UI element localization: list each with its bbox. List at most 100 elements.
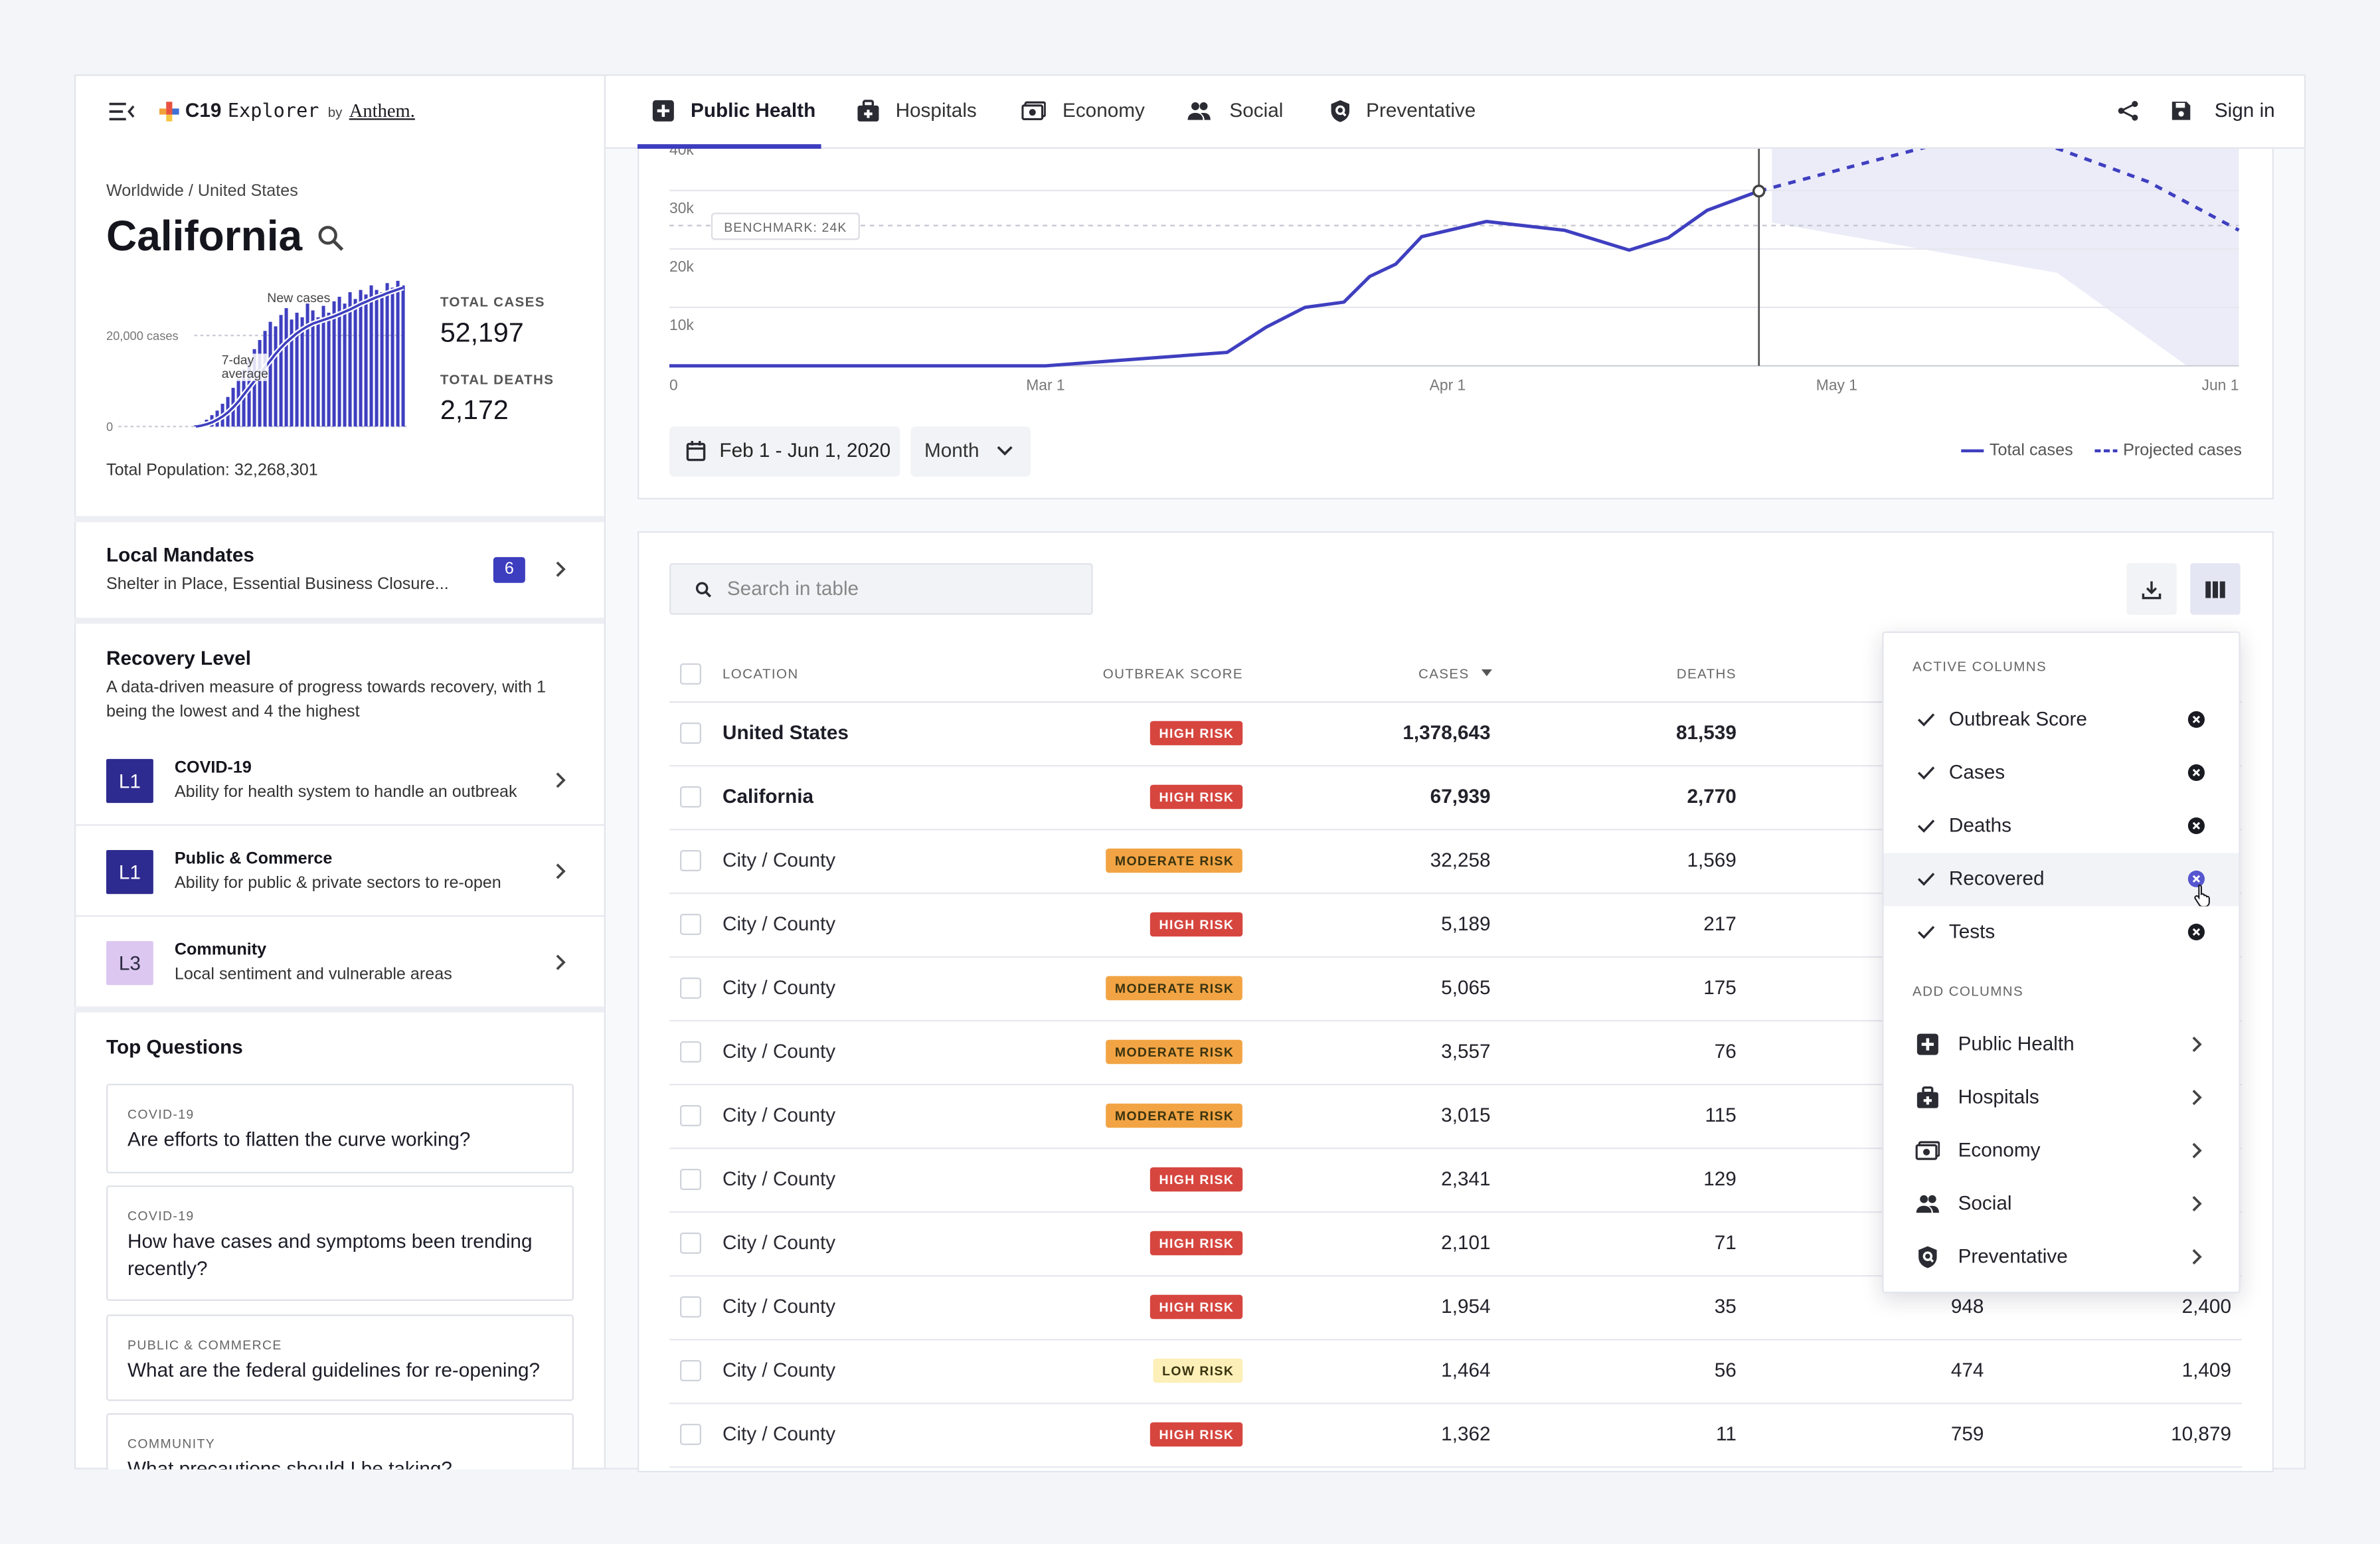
active-column-label: Tests [1948,920,1996,943]
cases-cell: 67,939 [1430,784,1491,808]
active-tab-indicator [637,144,821,149]
y-tick-label: 0 [106,420,113,434]
question-topic: COVID-19 [127,1208,195,1224]
row-checkbox[interactable] [679,1232,701,1254]
row-checkbox[interactable] [679,786,701,808]
remove-icon [2187,870,2205,887]
icon-shape [1187,113,1203,120]
recovered-cell: 474 [1950,1358,1984,1381]
question-card[interactable]: COVID-19 How have cases and symptoms been… [106,1185,574,1301]
row-divider [669,1338,2242,1341]
row-checkbox[interactable] [679,1041,701,1063]
question-topic: COMMUNITY [127,1436,216,1452]
row-divider [669,828,2242,831]
row-divider [669,1466,2242,1468]
risk-badge: LOW RISK [1153,1358,1243,1383]
level-badge: L1 [106,849,153,895]
menu-item[interactable] [1884,853,2239,906]
top-nav-border [605,147,2304,149]
risk-badge: HIGH RISK [1149,784,1243,810]
chevron-icon [2192,1089,2202,1106]
icon-shape [2192,821,2201,830]
section-divider [74,1006,604,1013]
period-label: Month [924,438,979,462]
question-card[interactable]: COMMUNITY What precautions should I be ta… [106,1413,574,1470]
recovery-item-description: Local sentiment and vulnerable areas [174,965,452,984]
tab-label: Social [1229,98,1284,122]
row-checkbox[interactable] [679,1423,701,1445]
row-checkbox[interactable] [679,663,701,685]
icon-shape [556,561,566,577]
tab-label: Economy [1062,98,1145,122]
tests-cell: 1,409 [2181,1358,2231,1381]
risk-badge: MODERATE RISK [1106,976,1243,1001]
icon-shape [705,591,712,598]
add-column-label: Preventative [1958,1244,2068,1268]
location-cell: City / County [722,976,836,999]
section-divider [74,516,604,523]
row-divider [669,1019,2242,1022]
risk-badge: HIGH RISK [1149,721,1243,746]
icon-shape [1929,1205,1939,1213]
tab-icon [857,100,879,122]
deaths-cell: 35 [1714,1294,1737,1318]
bar [290,319,294,427]
y-tick-label: 10k [669,316,694,333]
row-checkbox[interactable] [679,1168,701,1190]
level-badge: L3 [106,941,153,986]
recovered-cell: 759 [1950,1422,1984,1445]
icon-shape [1923,1096,1932,1105]
menu-item[interactable] [1884,747,2239,800]
tests-cell: 2,400 [2181,1294,2231,1318]
chevron-icon [556,863,566,879]
location-cell: City / County [722,912,836,935]
icon-shape [2212,581,2218,598]
sort-icon [1481,669,1492,677]
active-column-label: Deaths [1948,814,2012,837]
icon-shape [556,954,566,970]
date-range-button[interactable] [669,426,900,477]
sign-in-link[interactable]: Sign in [2214,98,2275,122]
search-icon [695,582,712,598]
risk-badge: MODERATE RISK [1106,1103,1243,1128]
item-divider [74,824,604,826]
remove-icon [2187,711,2205,728]
deaths-cell: 175 [1703,976,1737,999]
legend-label: Projected cases [2123,442,2242,460]
row-checkbox[interactable] [679,1296,701,1318]
row-checkbox[interactable] [679,977,701,999]
icon-shape [1921,1038,1934,1051]
risk-badge: HIGH RISK [1149,1231,1243,1256]
row-checkbox[interactable] [679,913,701,935]
bar [353,299,357,427]
hover-point [1752,185,1766,198]
row-checkbox[interactable] [679,849,701,871]
row-divider [669,1274,2242,1277]
menu-item[interactable] [1884,906,2239,960]
bar [396,280,400,427]
cases-cell: 2,101 [1441,1231,1491,1254]
row-checkbox[interactable] [679,722,701,744]
download-icon [2142,581,2162,600]
icon-shape [109,102,126,121]
row-checkbox[interactable] [679,1104,701,1126]
bar [332,301,336,427]
row-divider [669,1147,2242,1150]
category-icon [1918,1246,1937,1268]
legend-label: Total cases [1989,442,2073,460]
x-tick-label: Mar 1 [1026,376,1064,393]
x-tick-label: May 1 [1816,376,1857,393]
add-column-label: Public Health [1958,1032,2075,1055]
icon-shape [2192,1142,2202,1159]
icon-shape [1917,766,1935,780]
benchmark-label-box [711,213,860,240]
row-checkbox[interactable] [679,1359,701,1381]
table-search[interactable] [669,562,1093,615]
menu-item[interactable] [1884,800,2239,853]
recovery-item-title: COVID-19 [174,758,252,778]
period-dropdown[interactable] [910,426,1031,477]
question-card[interactable]: COVID-19 Are efforts to flatten the curve… [106,1083,574,1173]
legend-item: Projected cases [2094,439,2242,464]
question-card[interactable]: PUBLIC & COMMERCE What are the federal gu… [106,1314,574,1401]
